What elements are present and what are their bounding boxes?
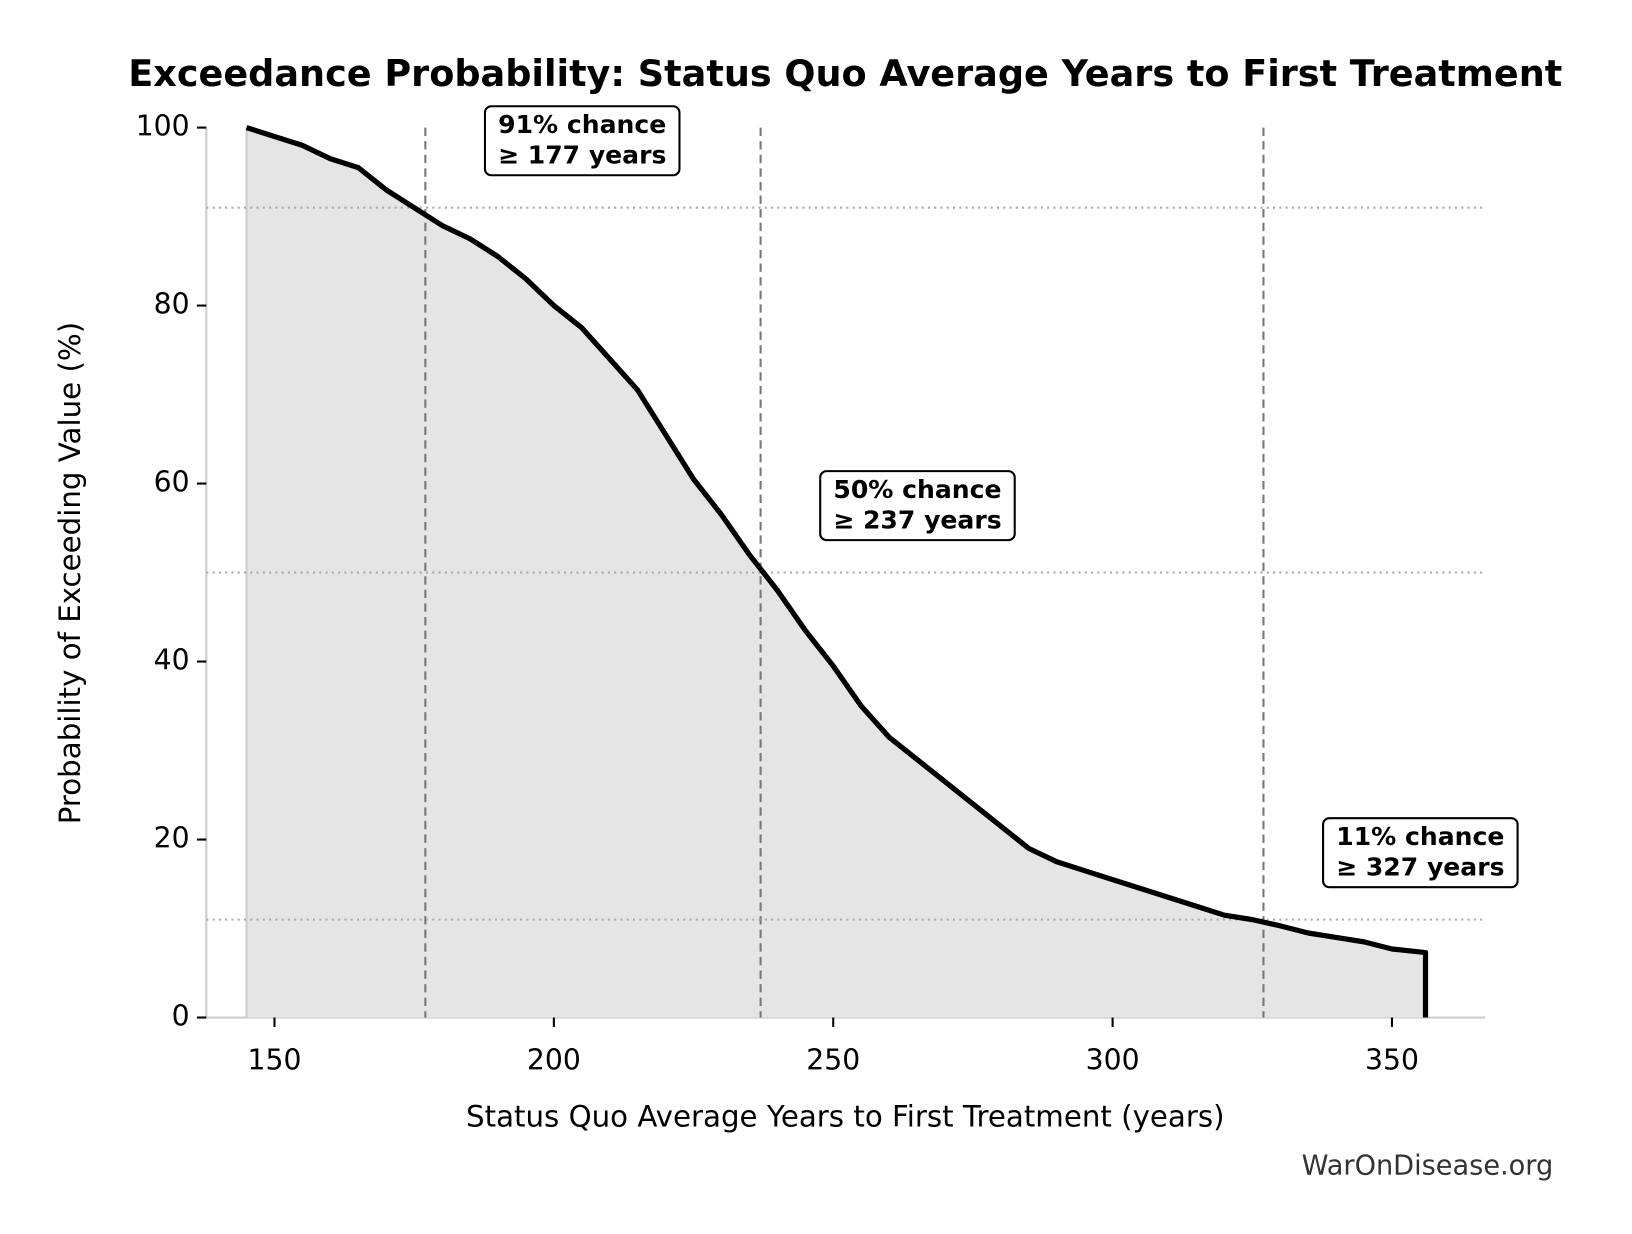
annotation-text: ≥ 237 years: [833, 505, 1001, 534]
y-tick-label: 20: [154, 822, 190, 855]
annotation-box: [483, 105, 681, 177]
y-tick-label: 40: [154, 644, 190, 677]
annotation-box: [1322, 817, 1519, 889]
area-fill: [246, 127, 1426, 1018]
x-tick-label: 150: [248, 1043, 302, 1076]
annotation-text: ≥ 177 years: [498, 140, 666, 169]
annotation-box: [819, 470, 1016, 542]
annotation-text: ≥ 327 years: [1336, 852, 1504, 881]
annotation-text: 50% chance: [833, 475, 1001, 504]
source-label: WarOnDisease.org: [1302, 1151, 1554, 1182]
y-tick-label: 80: [154, 288, 190, 321]
y-tick-label: 0: [172, 1000, 190, 1033]
curve-line: [245, 125, 1429, 1018]
y-tick-label: 100: [136, 110, 190, 143]
x-tick-label: 250: [806, 1043, 860, 1076]
y-axis-label: Probability of Exceeding Value (%): [53, 322, 87, 824]
x-axis-label: Status Quo Average Years to First Treatm…: [466, 1099, 1225, 1133]
y-tick-label: 60: [154, 466, 190, 499]
x-tick-label: 200: [527, 1043, 581, 1076]
x-tick-label: 300: [1086, 1043, 1140, 1076]
x-tick-label: 350: [1365, 1043, 1419, 1076]
annotation-text: 11% chance: [1336, 822, 1504, 851]
chart-title: Exceedance Probability: Status Quo Avera…: [128, 52, 1562, 95]
annotation-text: 91% chance: [498, 110, 666, 139]
